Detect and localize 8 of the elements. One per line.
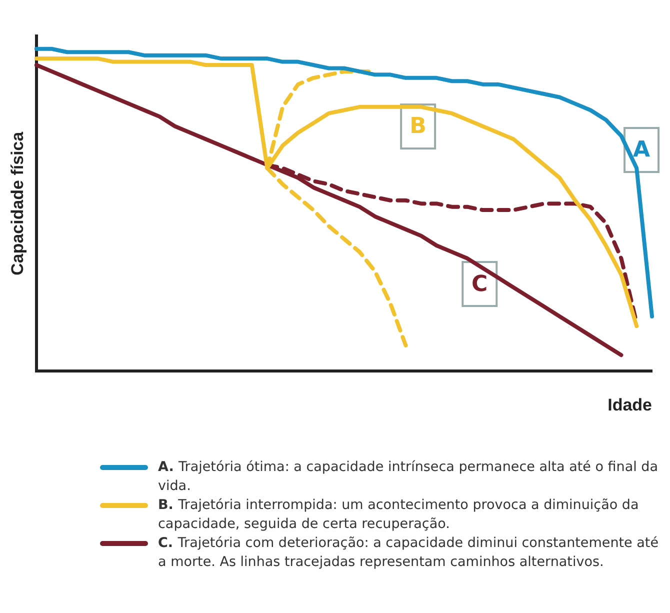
annotation: A [633, 138, 650, 163]
legend-label: B. Trajetória interrompida: um acontecimento provoca a diminuição da capacidade, seguida de certa recuperação. [158, 496, 640, 534]
legend-label: A. Trajetória ótima: a capacidade intrínseca permanece alta até o final da vida. [158, 458, 660, 496]
annotation: B [410, 114, 426, 140]
y-axis-title: Capacidade física [8, 131, 27, 276]
annotation: C [472, 272, 488, 297]
x-axis-title: Idade [608, 395, 652, 414]
legend-label: C. Trajetória com deterioração: a capacidade diminui constantemente até a morte. As linhas tracejadas representam caminhos alternativos. [158, 534, 660, 572]
